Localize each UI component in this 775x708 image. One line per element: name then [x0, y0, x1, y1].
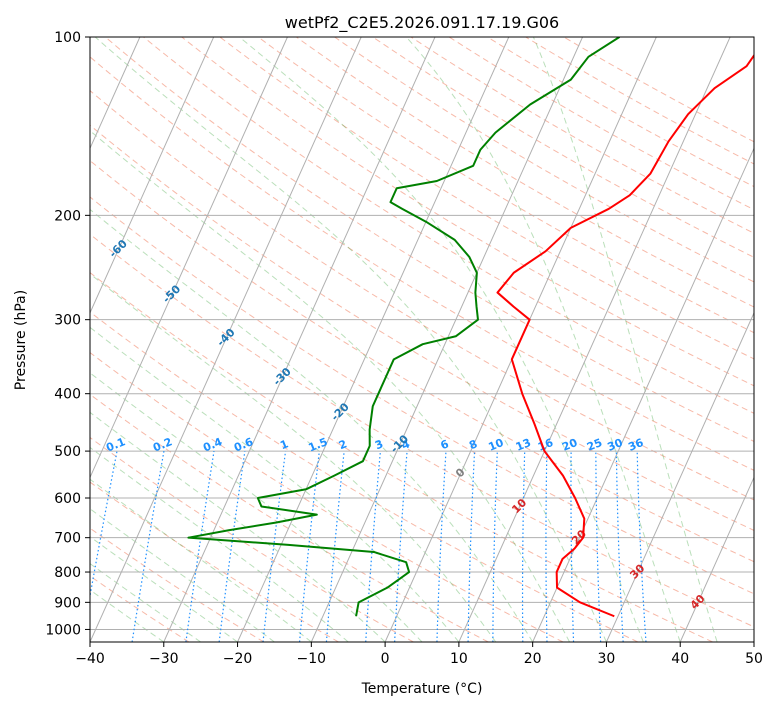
dry-adiabat-line — [90, 311, 639, 642]
dry-adiabat-line — [143, 37, 754, 414]
y-axis-title: Pressure (hPa) — [13, 290, 29, 390]
moist-adiabat-line — [405, 37, 681, 642]
isotherm-line — [90, 37, 288, 479]
dry-adiabat-line — [90, 527, 265, 642]
isotherm-line — [237, 37, 510, 642]
moist-adiabat-line — [239, 37, 644, 642]
isotherm-line — [532, 147, 754, 642]
x-tick-label: −20 — [223, 651, 253, 667]
x-tick-label: 40 — [671, 651, 689, 667]
x-tick-label: −10 — [297, 651, 327, 667]
x-tick-label: 50 — [745, 651, 763, 667]
isotherm-line — [458, 37, 731, 642]
y-tick-label: 800 — [54, 565, 81, 581]
mixing-ratio-label: 10 — [486, 436, 505, 454]
y-tick-label: 900 — [54, 595, 81, 611]
dry-adiabat-line — [90, 271, 713, 642]
dry-adiabat-line — [219, 37, 754, 360]
dry-adiabat-line — [90, 124, 754, 531]
isotherm-line — [605, 311, 754, 642]
mixing-ratio-line — [218, 451, 246, 642]
isotherm-line — [90, 37, 215, 315]
mixing-ratio-label: 1 — [278, 437, 290, 452]
isotherm-line — [679, 476, 754, 642]
x-tick-label: 20 — [524, 651, 542, 667]
dry-adiabat-line — [90, 233, 754, 628]
mixing-ratio-label: 30 — [606, 436, 625, 454]
y-tick-label: 700 — [54, 531, 81, 547]
moist-adiabat-line — [90, 562, 201, 642]
y-tick-label: 100 — [54, 30, 81, 46]
dry-adiabat-line — [90, 481, 339, 642]
dewpoint-profile-line — [187, 37, 620, 617]
x-axis-title: Temperature (°C) — [361, 681, 483, 697]
moist-adiabats — [90, 37, 718, 642]
profile-series — [187, 37, 754, 618]
x-tick-label: 10 — [450, 651, 468, 667]
dry-adiabat-line — [296, 37, 754, 308]
mixing-ratio-label: 3 — [373, 437, 385, 452]
y-tick-label: 600 — [54, 491, 81, 507]
x-tick-label: 30 — [598, 651, 616, 667]
moist-adiabat-line — [90, 273, 497, 642]
y-tick-label: 500 — [54, 444, 81, 460]
dry-adiabat-line — [90, 351, 564, 642]
x-tick-label: 0 — [381, 651, 390, 667]
moist-adiabat-line — [90, 326, 460, 642]
plot-frame — [89, 36, 755, 643]
y-axis: 100 200 300 400 500 600 700 800 900 1000 — [45, 30, 90, 638]
isotherm-line — [90, 37, 141, 150]
isotherm-line — [90, 37, 362, 642]
x-tick-label: −40 — [75, 651, 105, 667]
isotherm-grid — [90, 37, 754, 642]
moist-adiabat-line — [94, 37, 607, 642]
y-tick-label: 300 — [54, 313, 81, 329]
mixing-ratio-line — [325, 451, 345, 642]
moist-adiabat-line — [90, 372, 423, 642]
moist-adiabat-line — [90, 411, 386, 642]
mixing-ratio-line — [298, 451, 320, 642]
dry-adiabat-line — [90, 196, 754, 595]
isotherm-line — [310, 37, 584, 642]
moist-adiabat-line — [90, 589, 165, 642]
moist-adiabat-line — [90, 446, 349, 642]
mixing-ratio-label: 13 — [514, 436, 533, 454]
isotherm-line — [163, 37, 436, 642]
dry-adiabat-line — [257, 37, 754, 334]
x-tick-label: −30 — [149, 651, 179, 667]
mixing-ratio-label: 25 — [585, 436, 604, 454]
mixing-ratio-label: 8 — [467, 437, 479, 452]
mixing-ratio-line — [185, 451, 215, 642]
dry-adiabat-line — [181, 37, 754, 387]
x-axis: −40 −30 −20 −10 0 10 20 30 40 50 — [75, 642, 763, 667]
temperature-profile-line — [496, 53, 754, 618]
y-tick-label: 400 — [54, 387, 81, 403]
mixing-ratio-label: 36 — [626, 436, 645, 454]
mixing-ratio-label: 20 — [560, 436, 579, 454]
moist-adiabat-line — [90, 508, 275, 642]
y-tick-label: 1000 — [45, 622, 81, 638]
mixing-ratio-label: 2 — [337, 437, 349, 452]
isobar-grid — [90, 37, 754, 630]
chart-title: wetPf2_C2E5.2026.091.17.19.G06 — [285, 13, 559, 33]
moist-adiabat-line — [90, 208, 534, 642]
moist-adiabat-line — [90, 130, 571, 642]
y-tick-label: 200 — [54, 208, 81, 224]
dry-adiabat-line — [104, 37, 754, 442]
moist-adiabat-line — [532, 37, 718, 642]
